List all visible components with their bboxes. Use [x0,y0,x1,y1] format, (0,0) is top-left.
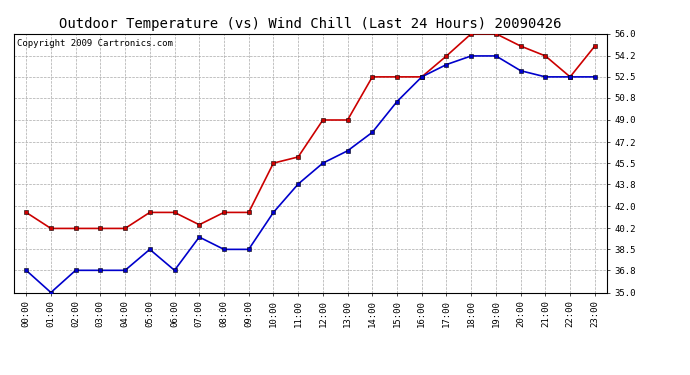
Text: Copyright 2009 Cartronics.com: Copyright 2009 Cartronics.com [17,39,172,48]
Title: Outdoor Temperature (vs) Wind Chill (Last 24 Hours) 20090426: Outdoor Temperature (vs) Wind Chill (Las… [59,17,562,31]
